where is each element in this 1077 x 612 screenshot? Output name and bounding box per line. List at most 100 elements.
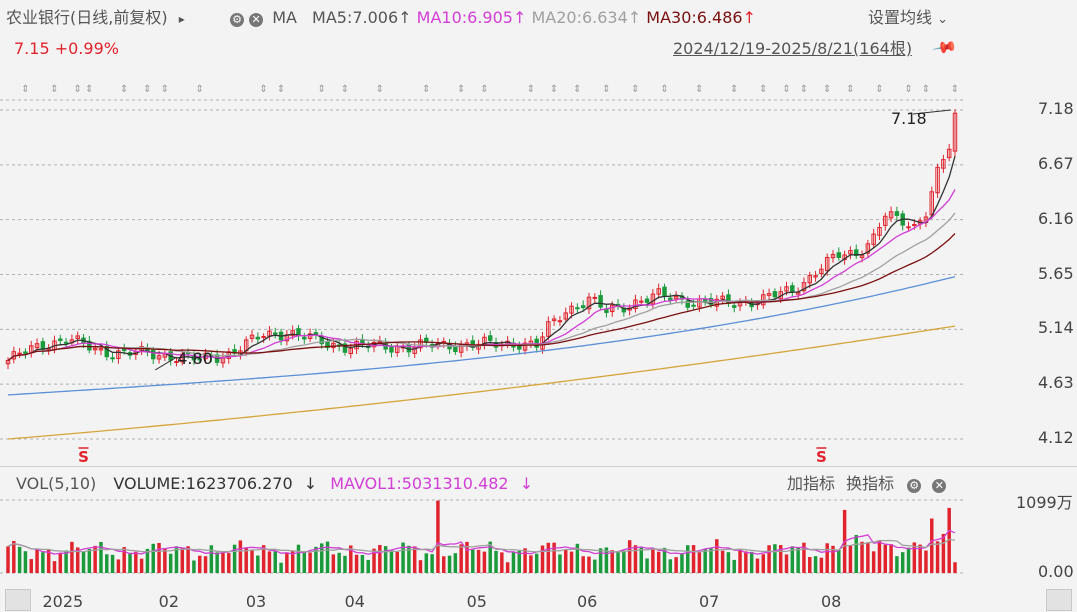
stock-title[interactable]: 农业银行(日线,前复权) ▸ [6,8,185,29]
volume-bar [505,562,510,573]
volume-bar [354,554,359,573]
volume-bar [709,548,713,573]
volume-bar [279,562,283,573]
volume-bar [877,540,882,573]
candle-up [639,300,644,303]
volume-bar [837,549,841,573]
volume-bar [656,551,661,573]
candle-up [952,112,958,152]
candle-up [912,223,917,226]
candle-down [662,286,667,297]
volume-bar [767,545,771,573]
volume-bar [947,507,951,573]
event-marker-icon: ⇕ [480,84,488,95]
candle-up [98,348,104,351]
scroll-right-button[interactable] [1046,589,1072,611]
volume-bar [145,548,150,573]
volume-bar [680,552,684,573]
candle-up [766,293,772,296]
volume-bar [726,552,731,573]
candle-up [883,215,888,226]
volume-bar [953,562,957,573]
volume-bar [686,545,690,573]
candle-up [116,350,121,359]
volume-bar [900,552,905,573]
volume-bar [720,550,725,573]
candle-up [261,336,266,339]
volume-bar [52,561,57,573]
price-summary: 7.15 +0.99% [14,39,119,59]
candle-down [894,211,900,216]
volume-bar [651,549,655,573]
volume-bar [500,552,504,573]
volume-bar [633,545,638,573]
candle-down [40,341,46,350]
candle-up [75,335,80,340]
close-icon[interactable]: ✕ [249,13,264,27]
mavol-arrow-icon: ↓ [519,474,534,493]
event-marker-icon: ⇕ [318,84,326,95]
candle-up [17,352,22,355]
candle-up [522,342,528,351]
volume-chart[interactable] [0,495,1077,585]
candle-up [174,361,179,364]
volume-bar [343,555,347,573]
volume-arrow-icon: ↓ [303,474,318,493]
volume-bar [87,549,92,573]
candle-up [888,211,894,219]
close-icon[interactable]: ✕ [932,479,947,493]
volume-bar [889,544,893,573]
candle-down [702,299,708,302]
volume-bar [337,552,341,573]
candle-up [418,339,423,349]
candle-up [412,347,417,354]
event-marker-icon: ⇕ [21,84,29,95]
event-marker-icon: ⇕ [875,84,883,95]
scroll-left-button[interactable] [5,589,31,611]
volume-bar [244,547,248,573]
volume-bar [314,546,318,573]
volume-bar [418,560,423,573]
volume-bar [267,551,272,573]
volume-bar [540,545,545,573]
event-marker-icon: ⇕ [823,84,831,95]
volume-bar [755,558,760,573]
volume-bar [261,545,266,573]
volume-bar [360,555,365,573]
candle-down [487,335,493,341]
gear-icon[interactable]: ⚙ [230,13,244,27]
candle-up [557,320,563,323]
volume-bar [593,559,597,573]
switch-indicator-button[interactable]: 换指标 [846,474,895,493]
stock-name: 农业银行 [6,8,71,27]
volume-bar [895,556,899,573]
volume-bar [488,541,492,573]
candle-up [807,275,812,284]
volume-bar [209,545,214,573]
pin-icon[interactable]: 📌 [931,34,959,61]
volume-bar [75,547,80,573]
volume-bar [941,533,946,573]
volume-bar [749,551,754,573]
candle-up [563,312,568,320]
date-range[interactable]: 2024/12/19-2025/8/21(164根) [673,39,913,58]
candle-up [5,360,11,365]
volume-bar [424,553,429,573]
candle-up [946,148,952,159]
gear-icon[interactable]: ⚙ [907,479,922,493]
price-chart[interactable]: ⇕ ⇕ ⇕ ⇕ ⇕ ⇕ ⇕ ⇕ ⇕ ⇕ ⇕ ⇕ ⇕ ⇕ ⇕ ⇕ ⇕ ⇕ ⇕ ⇕ ⇕ ⇕ ⇕ ⇕ ⇕ ⇕ ⇕ ⇕ ⇕ ⇕ ⇕ ⇕ ⇕ 7.184.… [0,60,1077,470]
ma-settings-button[interactable]: 设置均线 ⌄ [868,8,948,30]
candle-down [151,349,156,360]
expand-icon[interactable]: ▸ [178,12,185,26]
volume-bar [256,555,260,573]
volume-bar [442,556,446,573]
ma5-arrow-icon: ↑ [398,8,412,27]
event-marker-icon: ⇕ [196,84,204,95]
add-indicator-button[interactable]: 加指标 [787,474,836,493]
volume-bar [482,551,487,573]
volume-bar [935,541,940,573]
volume-bar [575,543,580,573]
candle-up [941,159,946,169]
event-marker-icon: ⇕ [259,84,267,95]
volume-bar [290,550,295,573]
